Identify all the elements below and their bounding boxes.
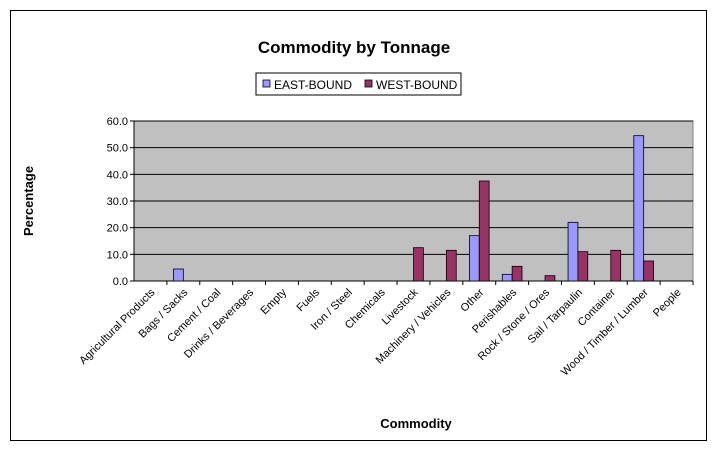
bar-east-bound-1 [173, 268, 184, 282]
bar-west-bound-9 [445, 249, 457, 282]
chart-svg: Commodity by Tonnage EAST-BOUND WEST-BOU… [21, 38, 694, 431]
y-tick-label: 30.0 [107, 196, 128, 208]
bar-west-bound-12 [544, 275, 556, 282]
bar-west-bound-15 [643, 260, 654, 282]
plot-area: 0.010.020.030.040.050.060.0Agricultural … [77, 116, 694, 378]
x-axis-title: Commodity [380, 416, 452, 431]
bar-east-bound-10 [468, 235, 480, 282]
bar-west-bound-8 [413, 247, 424, 282]
chart-title: Commodity by Tonnage [258, 38, 450, 57]
y-tick-label: 50.0 [107, 143, 128, 155]
legend: EAST-BOUND WEST-BOUND [255, 72, 462, 96]
x-tick-label: Other [458, 286, 486, 314]
legend-swatch-west [364, 79, 373, 88]
y-tick-label: 20.0 [107, 223, 128, 235]
legend-label-east: EAST-BOUND [274, 78, 352, 92]
x-tick-label: Empty [259, 286, 290, 317]
bar-west-bound-11 [511, 265, 523, 282]
legend-box [255, 72, 462, 96]
y-tick-label: 10.0 [107, 249, 128, 261]
legend-swatch-east [262, 79, 271, 88]
bar-east-bound-11 [501, 273, 513, 282]
y-axis-title: Percentage [21, 166, 36, 236]
legend-label-west: WEST-BOUND [376, 78, 458, 92]
y-tick-label: 0.0 [113, 276, 128, 288]
bar-west-bound-10 [478, 180, 490, 282]
x-tick-label: Fuels [294, 286, 322, 314]
y-tick-label: 60.0 [107, 116, 128, 128]
bar-west-bound-13 [577, 251, 589, 282]
bar-west-bound-14 [610, 249, 622, 282]
bar-east-bound-13 [567, 221, 579, 282]
x-tick-label: People [651, 287, 684, 320]
y-tick-label: 40.0 [107, 169, 128, 181]
bar-east-bound-15 [633, 135, 645, 282]
chart-frame: Commodity by Tonnage EAST-BOUND WEST-BOU… [10, 10, 707, 441]
